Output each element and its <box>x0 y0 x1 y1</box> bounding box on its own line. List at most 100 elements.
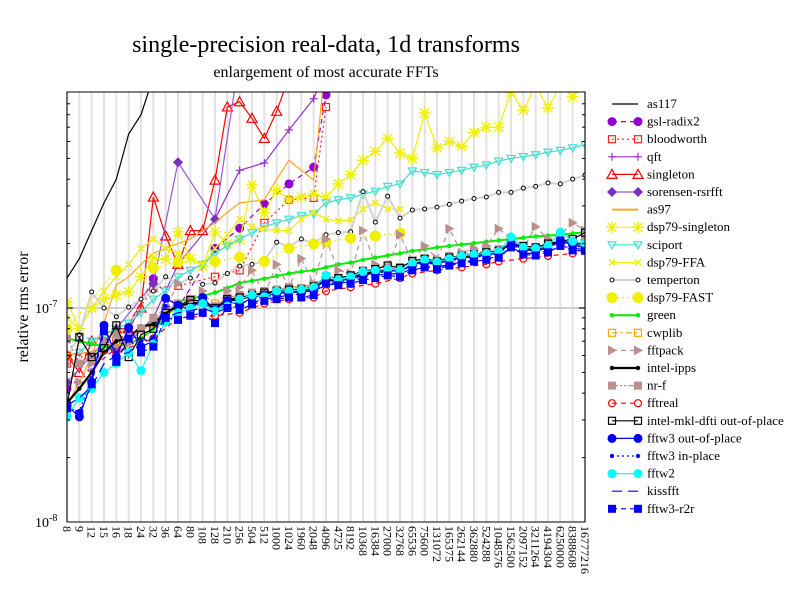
data-point <box>470 257 478 266</box>
data-point <box>100 287 108 295</box>
legend-label: bloodworth <box>647 131 707 146</box>
data-point <box>530 79 542 91</box>
data-point <box>468 126 480 139</box>
data-point <box>212 280 218 286</box>
data-point <box>235 305 244 314</box>
data-point <box>633 433 643 443</box>
data-point <box>394 180 406 190</box>
data-point <box>259 199 269 209</box>
x-tick-label: 8388608 <box>566 526 580 568</box>
data-point <box>496 189 502 195</box>
data-point <box>494 223 504 234</box>
data-point <box>480 121 493 134</box>
x-tick-label: 1960 <box>294 526 308 550</box>
data-point <box>150 288 156 294</box>
series-as97 <box>67 92 324 406</box>
legend-label: fftw2 <box>647 466 675 481</box>
legend-item: sciport <box>606 237 683 252</box>
x-tick-label: 65536 <box>405 526 419 556</box>
data-point <box>455 140 468 153</box>
data-point <box>186 311 195 320</box>
data-point <box>332 177 345 190</box>
data-point <box>209 225 221 238</box>
x-tick-label: 2097152 <box>516 526 530 568</box>
series-fftw2 <box>67 227 585 422</box>
legend-item: fftw3 in-place <box>609 448 720 463</box>
data-point <box>395 265 405 275</box>
data-point <box>568 246 577 255</box>
data-point <box>434 204 440 210</box>
data-point <box>260 158 269 167</box>
data-point <box>410 248 415 254</box>
legend-label: fftw3 in-place <box>647 448 720 463</box>
data-point <box>147 190 160 202</box>
x-tick-label: 210 <box>220 526 234 544</box>
data-point <box>633 135 643 144</box>
data-point <box>609 313 615 318</box>
data-point <box>344 168 357 181</box>
data-point <box>407 167 418 177</box>
x-tick-label: 4096 <box>319 526 333 550</box>
y-axis-label: relative rms error <box>15 251 32 363</box>
data-point <box>530 151 541 160</box>
data-point <box>517 104 530 117</box>
data-point <box>137 324 145 333</box>
data-point <box>531 251 540 260</box>
data-point <box>283 215 295 225</box>
x-tick-label: 6250000 <box>553 526 567 568</box>
data-point <box>370 187 381 197</box>
data-point <box>208 173 222 185</box>
data-point <box>384 205 392 213</box>
data-point <box>406 152 419 165</box>
x-tick-label: 4194304 <box>541 526 555 568</box>
data-point <box>568 217 578 228</box>
data-point <box>634 504 642 513</box>
data-point <box>236 215 244 223</box>
data-point <box>360 189 366 195</box>
data-point <box>283 242 295 254</box>
data-point <box>235 282 245 293</box>
data-point <box>508 189 514 195</box>
data-point <box>212 290 218 295</box>
data-point <box>162 244 170 252</box>
data-point <box>607 117 617 127</box>
data-point <box>270 184 283 197</box>
data-point <box>468 163 480 173</box>
legend-item: green <box>609 307 676 322</box>
data-point <box>77 386 82 391</box>
legend-label: dsp79-FFA <box>647 254 706 269</box>
data-point <box>556 241 565 250</box>
data-point <box>407 258 417 268</box>
data-point <box>519 250 528 259</box>
data-point <box>369 230 381 242</box>
data-point <box>272 286 282 296</box>
data-point <box>233 95 246 107</box>
data-point <box>174 315 182 324</box>
data-point <box>260 296 269 305</box>
data-point <box>126 328 131 334</box>
data-point <box>247 290 257 300</box>
data-point <box>87 380 96 389</box>
data-point <box>385 253 390 258</box>
data-point <box>198 298 208 308</box>
data-point <box>184 224 197 236</box>
data-point <box>635 277 641 283</box>
data-point <box>221 100 234 112</box>
data-point <box>506 232 516 242</box>
data-point <box>609 277 615 283</box>
data-point <box>457 259 466 268</box>
x-tick-label: 10368 <box>356 526 370 556</box>
legend-item: gsl-radix2 <box>607 114 700 129</box>
data-point <box>149 342 158 351</box>
data-point <box>634 345 643 356</box>
data-point <box>360 257 366 262</box>
data-point <box>100 337 108 346</box>
data-point <box>75 409 84 418</box>
data-point <box>110 264 122 276</box>
data-point <box>456 166 467 176</box>
data-point <box>635 453 641 459</box>
data-point <box>634 152 642 161</box>
x-tick-label: 512 <box>257 526 271 544</box>
data-point <box>567 144 578 154</box>
data-point <box>471 195 477 201</box>
